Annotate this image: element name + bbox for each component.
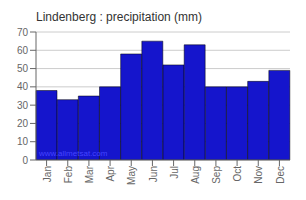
svg-text:Nov: Nov: [253, 166, 264, 184]
svg-text:30: 30: [17, 100, 29, 111]
svg-text:10: 10: [17, 136, 29, 147]
svg-text:40: 40: [17, 81, 29, 92]
svg-text:Sep: Sep: [211, 166, 222, 184]
html-text:Lindenberg : precipitation (mm: Lindenberg : precipitation (mm): [36, 10, 203, 24]
svg-text:Jan: Jan: [42, 166, 53, 182]
svg-text:Mar: Mar: [84, 165, 95, 183]
html-text:www.allmetsat.com: www.allmetsat.com: [39, 149, 108, 158]
svg-text:Apr: Apr: [105, 165, 116, 181]
svg-text:Aug: Aug: [190, 166, 201, 184]
svg-text:60: 60: [17, 45, 29, 56]
svg-text:Oct: Oct: [232, 166, 243, 182]
svg-text:20: 20: [17, 118, 29, 129]
svg-text:Dec: Dec: [275, 166, 286, 184]
svg-text:May: May: [126, 166, 137, 185]
svg-text:Jun: Jun: [148, 166, 159, 182]
svg-text:50: 50: [17, 63, 29, 74]
svg-text:70: 70: [17, 27, 29, 38]
svg-text:Jul: Jul: [169, 166, 180, 179]
svg-text:Feb: Feb: [63, 166, 74, 184]
svg-text:0: 0: [22, 155, 28, 166]
